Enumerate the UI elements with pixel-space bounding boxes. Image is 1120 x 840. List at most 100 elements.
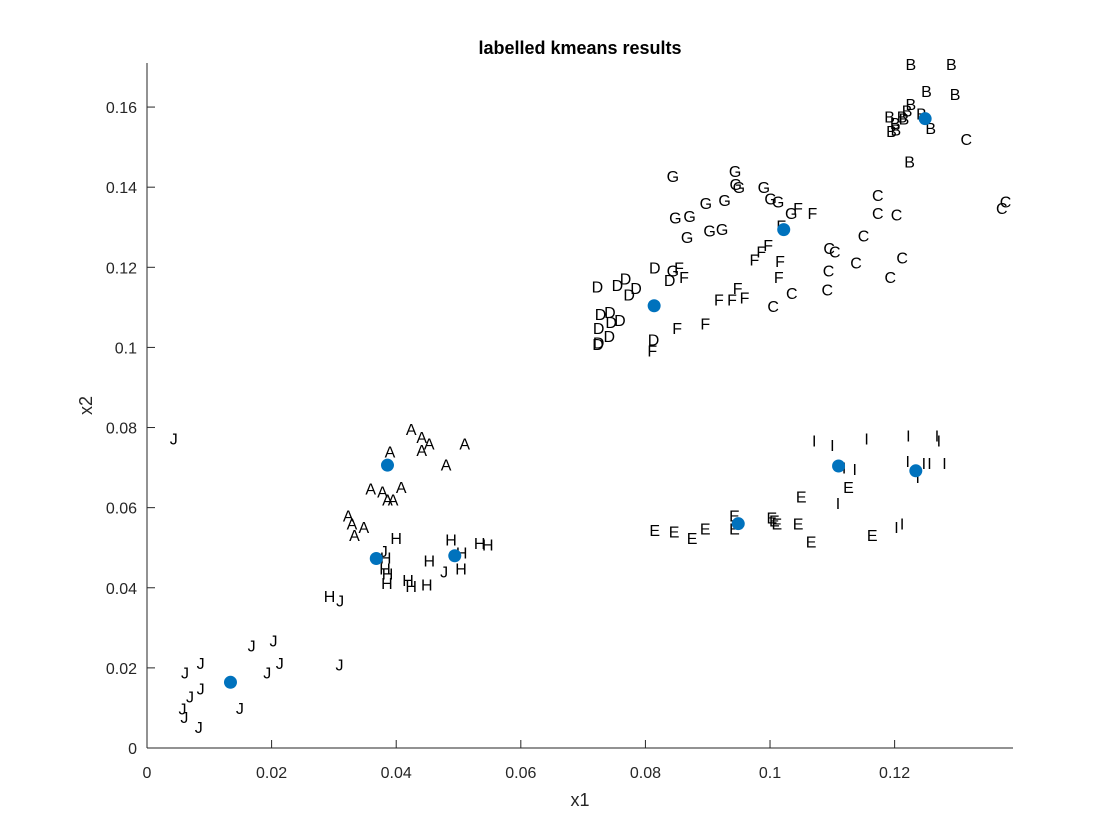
point-label-e: E [772,517,783,534]
point-label-d: D [604,329,616,346]
point-label-j: J [197,682,205,699]
point-label-f: F [793,201,803,218]
point-label-g: G [730,177,742,194]
x-tick-label: 0.12 [879,765,910,782]
point-label-h: H [382,566,394,583]
y-tick-label: 0 [128,741,137,758]
point-label-a: A [365,481,376,498]
point-label-e: E [867,528,878,545]
point-label-j: J [236,701,244,718]
point-label-f: F [700,316,710,333]
point-label-c: C [822,283,834,300]
point-label-d: D [605,315,617,332]
point-label-d: D [614,313,626,330]
plot-area: 0 0.02 0.04 0.06 0.08 0.1 0.12 0 0.02 0.04 0.06 0.0… [106,57,1013,782]
x-tick-label: 0.06 [505,765,536,782]
point-label-g: G [785,206,797,223]
point-label-j: J [180,710,188,727]
point-label-f: F [647,344,657,361]
point-label-e: E [687,531,698,548]
point-label-c: C [823,264,835,281]
centroid-point [777,223,791,237]
point-label-b: B [886,124,897,141]
point-label-j: J [248,638,256,655]
point-label-e: E [767,510,778,527]
point-label-g: G [703,223,715,240]
point-label-i: I [812,433,816,450]
point-label-b: B [904,155,915,172]
point-label-d: D [630,281,642,298]
point-label-g: G [667,264,679,281]
point-label-j: J [440,565,448,582]
point-label-c: C [1000,195,1012,212]
point-label-i: I [894,520,898,537]
point-label-e: E [806,534,817,551]
centroid-point [380,458,394,472]
point-label-f: F [740,291,750,308]
point-label-c: C [823,241,835,258]
chart-title: labelled kmeans results [478,38,681,58]
point-label-b: B [899,111,910,128]
point-label-b: B [884,110,895,127]
point-label-c: C [767,299,779,316]
point-label-a: A [424,437,435,454]
point-label-j: J [276,656,284,673]
point-label-h: H [421,578,433,595]
point-label-i: I [942,456,946,473]
point-label-h: H [455,562,467,579]
point-label-c: C [960,132,972,149]
point-label-e: E [700,521,711,538]
y-tick-label: 0.08 [106,421,137,438]
y-axis-title: x2 [76,396,96,415]
x-tick-label: 0.04 [381,765,412,782]
point-label-e: E [729,509,740,526]
point-label-f: F [679,270,689,287]
point-label-i: I [927,456,931,473]
point-label-g: G [772,195,784,212]
point-label-f: F [714,292,724,309]
point-label-b: B [905,57,916,74]
point-label-i: I [853,462,857,479]
point-label-g: G [681,230,693,247]
point-label-i: I [922,456,926,473]
point-label-f: F [750,252,760,269]
point-label-d: D [664,273,676,290]
y-tick-label: 0.02 [106,661,137,678]
point-label-b: B [950,87,961,104]
x-axis-title: x1 [570,790,589,810]
point-label-c: C [872,206,884,223]
point-label-j: J [197,656,205,673]
point-label-i: I [906,429,910,446]
point-label-i: I [915,470,919,487]
point-label-h: H [474,536,486,553]
point-label-i: I [937,433,941,450]
point-label-a: A [416,430,427,447]
point-label-j: J [186,690,194,707]
point-label-f: F [674,260,684,277]
point-label-a: A [382,493,393,510]
point-label-b: B [905,97,916,114]
point-label-f: F [775,254,785,271]
point-label-g: G [729,164,741,181]
point-label-c: C [872,188,884,205]
point-label-a: A [343,509,354,526]
point-label-b: B [891,122,902,139]
point-label-e: E [649,523,660,540]
point-label-d: D [612,278,624,295]
centroid-point [223,675,237,689]
point-label-c: C [850,255,862,272]
point-label-h: H [482,538,494,555]
point-label-e: E [669,525,680,542]
point-label-c: C [996,201,1008,218]
point-label-j: J [380,544,388,561]
point-label-f: F [727,292,737,309]
point-label-b: B [921,84,932,101]
point-label-j: J [170,432,178,449]
x-tick-label: 0.02 [256,765,287,782]
point-label-d: D [620,272,632,289]
x-tick-label: 0.08 [630,765,661,782]
point-label-j: J [336,658,344,675]
point-label-f: F [807,206,817,223]
